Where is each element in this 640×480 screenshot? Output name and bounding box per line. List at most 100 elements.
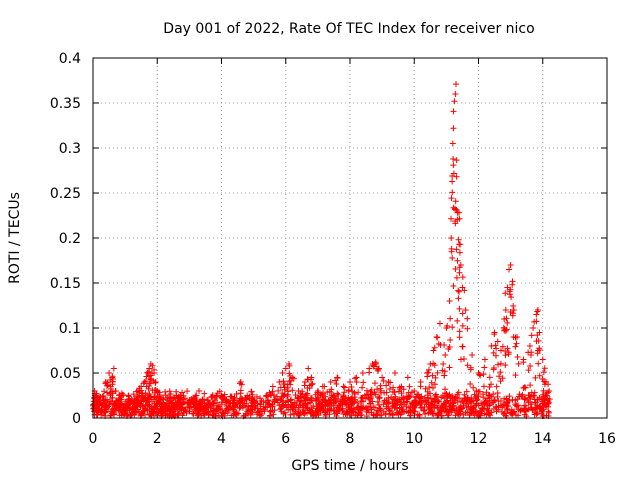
noise-point (237, 399, 244, 406)
data-point (387, 379, 394, 386)
data-point (109, 373, 116, 380)
noise-point (442, 405, 449, 412)
data-point (359, 384, 366, 391)
chart-title: Day 001 of 2022, Rate Of TEC Index for r… (163, 21, 534, 37)
y-tick-label: 0.1 (59, 321, 81, 337)
noise-point (146, 401, 153, 408)
noise-point (418, 399, 425, 406)
data-point (220, 396, 227, 403)
data-point (352, 375, 359, 382)
data-point (490, 364, 497, 371)
data-point (510, 307, 517, 313)
data-point (527, 363, 534, 370)
noise-point (471, 391, 478, 398)
data-point (450, 283, 457, 290)
noise-point (497, 398, 504, 405)
data-point (255, 408, 262, 415)
data-point (142, 378, 149, 385)
data-point (448, 195, 455, 202)
noise-point (166, 394, 173, 401)
noise-point (320, 405, 327, 412)
data-point (514, 334, 521, 340)
data-point (237, 390, 244, 397)
x-tick-label: 10 (405, 431, 423, 447)
data-point (333, 380, 340, 387)
data-point (91, 400, 98, 407)
noise-point (162, 388, 169, 395)
noise-point (470, 397, 477, 404)
noise-point (310, 403, 317, 410)
data-point (144, 369, 151, 376)
data-point (440, 361, 447, 367)
noise-point (441, 408, 448, 415)
y-tick-label: 0.05 (50, 366, 81, 382)
data-point (449, 324, 456, 331)
noise-point (464, 409, 471, 416)
data-point (418, 393, 425, 400)
data-point (397, 399, 404, 406)
noise-point (144, 406, 151, 413)
data-point (515, 360, 522, 367)
data-point (469, 352, 476, 358)
noise-point (389, 400, 396, 407)
data-point (426, 384, 433, 391)
data-point (133, 402, 140, 409)
noise-point (432, 396, 439, 403)
data-point (424, 373, 431, 380)
data-point (486, 383, 493, 390)
data-point (456, 334, 463, 341)
noise-point (337, 401, 344, 408)
noise-point (281, 409, 288, 416)
data-point (509, 310, 516, 317)
data-point (429, 372, 436, 379)
noise-point (100, 392, 107, 399)
data-point (473, 387, 480, 394)
noise-point (511, 408, 518, 415)
data-point (383, 389, 390, 396)
noise-point (482, 398, 489, 405)
noise-point (461, 391, 468, 398)
x-tick-label: 2 (153, 431, 162, 447)
data-point (455, 287, 462, 294)
data-point (339, 397, 346, 404)
noise-point (130, 391, 137, 398)
noise-point (519, 391, 526, 398)
noise-point (300, 409, 307, 416)
data-point (512, 372, 519, 379)
noise-point (466, 411, 473, 418)
noise-point (513, 403, 520, 410)
noise-point (166, 412, 173, 419)
noise-point (522, 394, 529, 401)
data-point (282, 365, 289, 372)
data-point (483, 389, 490, 396)
data-point (481, 364, 488, 371)
x-tick-label: 0 (89, 431, 98, 447)
data-point (112, 401, 119, 408)
data-point (499, 343, 506, 350)
noise-point (501, 395, 508, 402)
data-point (467, 381, 474, 388)
data-point (106, 370, 113, 376)
data-point (360, 379, 367, 386)
data-point (126, 400, 133, 407)
noise-point (288, 396, 295, 403)
data-point (546, 399, 553, 406)
data-point (544, 389, 551, 396)
data-point (257, 401, 264, 408)
data-point (368, 387, 375, 394)
data-point (486, 374, 493, 381)
data-point (509, 281, 516, 288)
noise-point (495, 403, 502, 410)
data-point (191, 395, 198, 402)
noise-point (435, 398, 442, 405)
data-point (378, 389, 385, 396)
data-point (131, 405, 138, 412)
y-tick-label: 0.35 (50, 96, 81, 112)
noise-point (189, 410, 196, 417)
data-point (373, 360, 380, 367)
data-point (456, 215, 463, 222)
noise-point (332, 397, 339, 404)
data-point (536, 329, 543, 336)
noise-point (536, 394, 543, 401)
noise-point (539, 398, 546, 405)
